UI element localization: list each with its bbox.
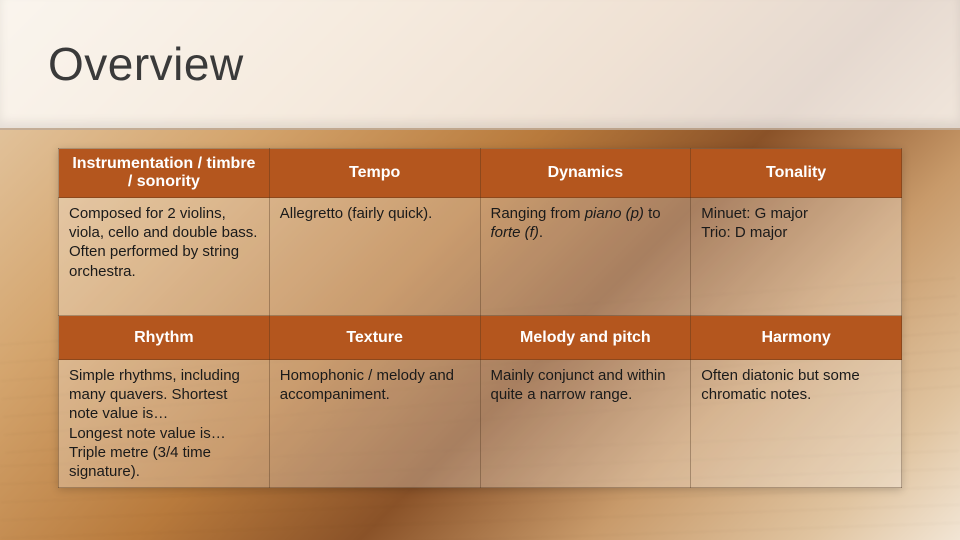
hdr-tempo: Tempo (269, 149, 480, 198)
cell-instrumentation: Composed for 2 violins, viola, cello and… (59, 198, 270, 316)
content-area: Instrumentation / timbre / sonority Temp… (58, 148, 902, 488)
hdr-harmony: Harmony (691, 316, 902, 360)
header-row-2: Rhythm Texture Melody and pitch Harmony (59, 316, 902, 360)
overview-table: Instrumentation / timbre / sonority Temp… (58, 148, 902, 488)
cell-tonality: Minuet: G majorTrio: D major (691, 198, 902, 316)
hdr-rhythm: Rhythm (59, 316, 270, 360)
page-title: Overview (48, 37, 244, 91)
data-row-1: Composed for 2 violins, viola, cello and… (59, 198, 902, 316)
header-row-1: Instrumentation / timbre / sonority Temp… (59, 149, 902, 198)
hdr-instrumentation: Instrumentation / timbre / sonority (59, 149, 270, 198)
slide: Overview Instrumentation / timbre / sono… (0, 0, 960, 540)
cell-harmony: Often diatonic but some chromatic notes. (691, 360, 902, 488)
hdr-texture: Texture (269, 316, 480, 360)
cell-rhythm: Simple rhythms, including many quavers. … (59, 360, 270, 488)
hdr-tonality: Tonality (691, 149, 902, 198)
title-band: Overview (0, 0, 960, 130)
data-row-2: Simple rhythms, including many quavers. … (59, 360, 902, 488)
hdr-melody: Melody and pitch (480, 316, 691, 360)
cell-melody: Mainly conjunct and within quite a narro… (480, 360, 691, 488)
cell-dynamics: Ranging from piano (p) to forte (f). (480, 198, 691, 316)
cell-tempo: Allegretto (fairly quick). (269, 198, 480, 316)
hdr-dynamics: Dynamics (480, 149, 691, 198)
cell-texture: Homophonic / melody and accompaniment. (269, 360, 480, 488)
